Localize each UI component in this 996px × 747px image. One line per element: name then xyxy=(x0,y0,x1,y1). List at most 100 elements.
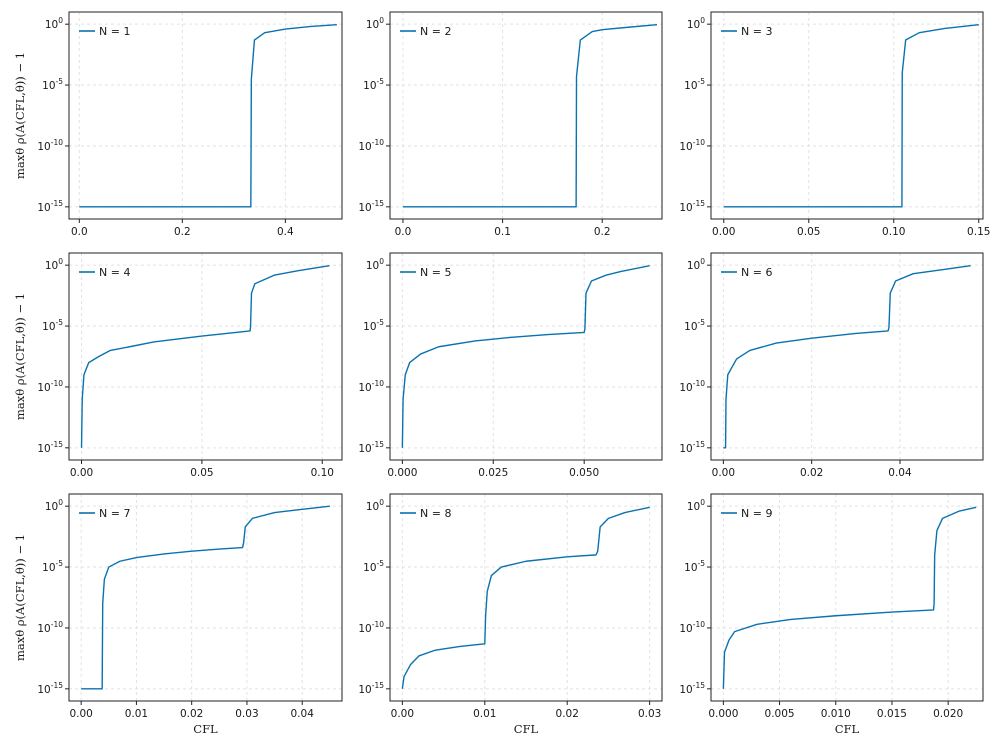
subplot-1: 0.0 0.2 0.4 100 10-5 10-10 10-15 N = 1 maxθ ρ(A(… xyxy=(13,11,343,238)
x-tick-label: 0.000 xyxy=(708,708,738,720)
x-axis-label: CFL xyxy=(514,722,539,736)
x-tick-label: 0.03 xyxy=(235,708,258,720)
legend-label: N = 9 xyxy=(741,507,772,520)
axes-frame xyxy=(68,493,343,702)
y-tick-label: 10-10 xyxy=(679,138,705,153)
series-line xyxy=(401,506,650,689)
subplot-3: 0.00 0.05 0.10 0.15 100 10-5 10-10 10-15 N = 3 xyxy=(679,11,990,238)
x-tick-label: 0.1 xyxy=(494,226,511,238)
y-tick-label: 10-15 xyxy=(358,199,384,214)
y-tick-label: 10-5 xyxy=(363,318,384,333)
y-tick-label: 10-5 xyxy=(363,77,384,92)
y-tick-label: 100 xyxy=(366,498,384,513)
x-tick-label: 0.00 xyxy=(70,467,93,479)
y-tick-label: 10-5 xyxy=(684,77,705,92)
x-tick-label: 0.02 xyxy=(800,467,823,479)
series-line xyxy=(723,265,971,449)
y-tick-label: 10-5 xyxy=(42,559,63,574)
subplot-2: 0.0 0.1 0.2 100 10-5 10-10 10-15 N = 2 xyxy=(358,11,663,238)
x-tick-label: 0.0 xyxy=(395,226,412,238)
y-tick-label: 10-5 xyxy=(363,559,384,574)
x-tick-label: 0.01 xyxy=(473,708,496,720)
series-line xyxy=(402,24,658,208)
y-tick-label: 10-15 xyxy=(37,199,63,214)
x-tick-label: 0.2 xyxy=(594,226,611,238)
y-tick-label: 10-15 xyxy=(679,199,705,214)
subplot-4: 0.00 0.05 0.10 100 10-5 10-10 10-15 N = 4 maxθ ρ… xyxy=(13,252,343,479)
legend-label: N = 3 xyxy=(741,25,772,38)
x-tick-label: 0.10 xyxy=(882,226,905,238)
legend-label: N = 8 xyxy=(420,507,451,520)
subplot-9: 0.000 0.005 0.010 0.015 0.020 100 10-5 10-10 10-… xyxy=(679,493,984,736)
y-tick-label: 10-5 xyxy=(684,559,705,574)
x-tick-label: 0.02 xyxy=(180,708,203,720)
y-tick-label: 100 xyxy=(366,257,384,272)
x-tick-label: 0.10 xyxy=(311,467,334,479)
series-line xyxy=(81,505,330,690)
y-axis-label: maxθ ρ(A(CFL,θ)) − 1 xyxy=(13,52,27,179)
x-tick-label: 0.00 xyxy=(712,226,735,238)
y-tick-label: 10-10 xyxy=(37,620,63,635)
y-tick-label: 100 xyxy=(687,498,705,513)
subplot-6: 0.00 0.02 0.04 100 10-5 10-10 10-15 N = 6 xyxy=(679,252,984,479)
y-tick-label: 10-15 xyxy=(358,440,384,455)
x-axis-label: CFL xyxy=(835,722,860,736)
x-tick-label: 0.00 xyxy=(391,708,414,720)
x-axis-label: CFL xyxy=(193,722,218,736)
y-tick-label: 10-10 xyxy=(37,379,63,394)
legend-label: N = 5 xyxy=(420,266,451,279)
y-tick-label: 10-5 xyxy=(42,318,63,333)
axes-frame xyxy=(389,493,663,702)
y-tick-label: 10-15 xyxy=(37,440,63,455)
x-tick-label: 0.015 xyxy=(877,708,907,720)
y-axis-label: maxθ ρ(A(CFL,θ)) − 1 xyxy=(13,293,27,420)
x-tick-label: 0.00 xyxy=(712,467,735,479)
y-tick-label: 10-15 xyxy=(358,681,384,696)
subplot-8: 0.00 0.01 0.02 0.03 100 10-5 10-10 10-15 N = 8 CF… xyxy=(358,493,663,736)
y-tick-label: 10-15 xyxy=(679,440,705,455)
series-line xyxy=(401,265,650,448)
y-tick-label: 10-5 xyxy=(684,318,705,333)
x-tick-label: 0.0 xyxy=(71,226,88,238)
x-tick-label: 0.4 xyxy=(277,226,294,238)
y-tick-label: 100 xyxy=(366,16,384,31)
x-tick-label: 0.2 xyxy=(174,226,191,238)
axes-frame xyxy=(710,11,984,220)
y-tick-label: 10-10 xyxy=(358,620,384,635)
y-tick-label: 100 xyxy=(45,498,63,513)
x-tick-label: 0.00 xyxy=(69,708,92,720)
series-line xyxy=(722,506,977,689)
x-tick-label: 0.010 xyxy=(821,708,851,720)
series-line xyxy=(723,24,979,208)
y-tick-label: 10-10 xyxy=(358,379,384,394)
y-tick-label: 10-10 xyxy=(358,138,384,153)
legend-label: N = 6 xyxy=(741,266,772,279)
x-tick-label: 0.15 xyxy=(967,226,990,238)
y-tick-label: 100 xyxy=(45,16,63,31)
axes-frame xyxy=(68,11,343,220)
y-tick-label: 10-10 xyxy=(679,379,705,394)
subplot-5: 0.000 0.025 0.050 100 10-5 10-10 10-15 N = 5 xyxy=(358,252,663,479)
x-tick-label: 0.04 xyxy=(888,467,912,479)
axes-frame xyxy=(389,11,663,220)
y-tick-label: 100 xyxy=(687,16,705,31)
x-tick-label: 0.005 xyxy=(765,708,795,720)
series-line xyxy=(80,265,330,448)
x-tick-label: 0.05 xyxy=(190,467,213,479)
x-tick-label: 0.02 xyxy=(556,708,579,720)
axes-frame xyxy=(710,493,984,702)
legend-label: N = 1 xyxy=(99,25,130,38)
series-line xyxy=(79,24,337,208)
axes-frame xyxy=(68,252,343,461)
y-tick-label: 100 xyxy=(45,257,63,272)
y-tick-label: 10-10 xyxy=(37,138,63,153)
y-tick-label: 10-5 xyxy=(42,77,63,92)
legend-label: N = 2 xyxy=(420,25,451,38)
x-tick-label: 0.050 xyxy=(569,467,599,479)
y-tick-label: 100 xyxy=(687,257,705,272)
y-tick-label: 10-15 xyxy=(679,681,705,696)
x-tick-label: 0.025 xyxy=(478,467,508,479)
x-tick-label: 0.04 xyxy=(291,708,315,720)
subplot-7: 0.00 0.01 0.02 0.03 0.04 100 10-5 10-10 10-15 N =… xyxy=(13,493,343,736)
